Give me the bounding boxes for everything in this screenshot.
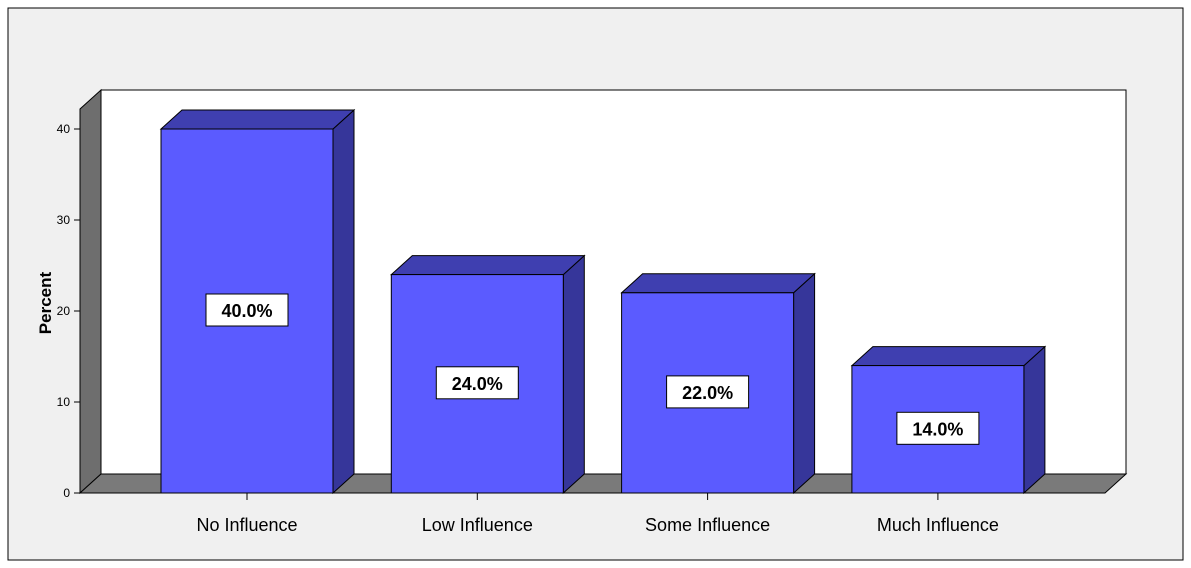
data-label-box (435, 366, 519, 400)
bar-2: 24.0% (390, 254, 586, 495)
y-axis-title: Percent (36, 271, 55, 334)
data-label-box (896, 411, 980, 445)
bar-top (850, 346, 1047, 367)
data-label: 14.0% (912, 419, 963, 439)
x-tick-label: Much Influence (877, 515, 999, 535)
x-tick-label: Low Influence (422, 515, 533, 535)
bar-3: 22.0% (620, 272, 816, 495)
bar-side (793, 272, 816, 495)
y-axis: 0 10 20 30 40 (57, 122, 81, 500)
y-tick-label: 0 (63, 486, 70, 500)
x-tick-label: Some Influence (645, 515, 770, 535)
data-label-box (205, 293, 289, 327)
x-tick-label: No Influence (196, 515, 297, 535)
y-tick-label: 20 (57, 304, 71, 318)
data-label: 40.0% (221, 301, 272, 321)
bar-side (562, 254, 585, 495)
bar-side (332, 108, 355, 495)
bar-top (159, 109, 356, 130)
data-label: 22.0% (682, 383, 733, 403)
y-tick-label: 30 (57, 213, 71, 227)
bars: 40.0% 24.0% 22.0% 14.0% (159, 108, 1047, 495)
bar-top (620, 273, 816, 294)
bar-1: 40.0% (159, 108, 356, 495)
data-label: 24.0% (452, 374, 503, 394)
y-tick-label: 40 (57, 122, 71, 136)
bar-top (390, 255, 586, 276)
bar-4: 14.0% (850, 345, 1047, 495)
side-wall (79, 88, 102, 495)
data-label-box (666, 375, 750, 409)
bar-side (1023, 345, 1046, 495)
y-tick-label: 10 (57, 395, 71, 409)
x-axis: No Influence Low Influence Some Influence M… (196, 493, 999, 535)
